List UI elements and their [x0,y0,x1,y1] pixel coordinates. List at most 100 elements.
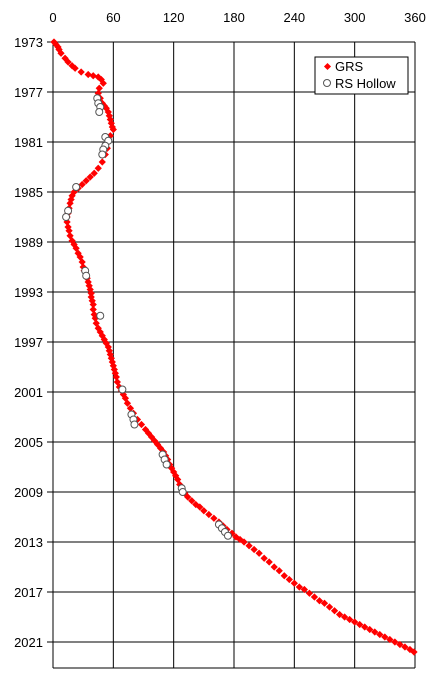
y-tick-label: 2017 [14,585,43,600]
grs-point [300,585,309,594]
rs-hollow-point [130,420,139,429]
x-axis-ticks: 0 60 120 180 240 300 360 [49,10,425,25]
legend: GRS RS Hollow [314,56,409,95]
grs-point [68,62,76,70]
rs-hollow-point [82,271,91,280]
grs-point [401,643,409,651]
grs-point [90,169,98,177]
grs-point [89,72,97,80]
legend-box [314,56,409,95]
grs-point [95,84,103,92]
x-tick-label: 120 [163,10,185,25]
grs-point [351,618,359,626]
series-layer [50,38,418,656]
rs-hollow-point [72,183,81,191]
rs-hollow-point [162,460,171,469]
grs-point [121,394,130,402]
grs-point [290,579,298,587]
grs-point [77,68,85,76]
y-tick-label: 1981 [14,135,43,150]
grs-point [255,549,263,557]
grs-point [346,615,354,624]
legend-item-grs: GRS [323,59,364,74]
grs-point [184,493,192,501]
series-grs [50,38,418,656]
series-rs-hollow [62,94,232,540]
grs-point [99,79,107,87]
grs-point [295,583,303,591]
y-tick-label: 1973 [14,35,43,50]
grs-point [340,613,349,621]
grs-point [250,545,258,554]
legend-item-rs-hollow: RS Hollow [323,76,396,91]
grs-point [94,164,102,172]
y-tick-label: 1993 [14,285,43,300]
grs-point [92,319,100,327]
grs-point [361,623,369,631]
grs-point [410,648,418,656]
y-axis-ticks: 1973 1977 1981 1985 1989 1993 1997 2001 2005 2009… [14,35,43,650]
grs-point [200,507,208,515]
y-tick-label: 2013 [14,535,43,550]
rs-hollow-point [98,150,107,159]
grs-point [137,420,146,429]
grs-point [240,538,248,546]
x-tick-label: 240 [283,10,305,25]
grs-point [113,378,121,386]
grs-point [98,158,106,166]
x-tick-label: 300 [344,10,366,25]
grs-point [381,633,389,641]
legend-rs-hollow-marker [323,79,331,87]
grs-point [71,64,79,72]
grs-point [386,635,394,644]
legend-grs-marker [323,62,332,71]
y-tick-label: 1989 [14,235,43,250]
x-tick-label: 180 [223,10,245,25]
grs-point [89,305,97,314]
rs-hollow-point [95,108,104,116]
grs-point [174,475,182,484]
rs-hollow-point [118,385,127,394]
grs-point [315,597,324,605]
grs-point [305,589,314,597]
grs-point [245,542,253,550]
x-tick-label: 360 [404,10,426,25]
grs-point [188,497,196,505]
rs-hollow-point [96,311,105,320]
grs-point [66,232,74,240]
grs-point [391,638,399,646]
grs-point [82,177,90,185]
grs-point [270,563,278,571]
grs-point [86,173,94,181]
grs-point [285,575,293,584]
rs-hollow-point [223,531,232,540]
grs-point [356,620,364,629]
grs-point [265,558,273,566]
grs-point [330,607,339,615]
grs-point [205,510,213,519]
grs-point [64,58,72,66]
grid [47,41,416,669]
x-tick-label: 0 [49,10,56,25]
grs-point [376,630,384,639]
y-tick-label: 2005 [14,435,43,450]
grs-point [366,625,374,634]
grs-point [280,572,288,580]
grs-point [84,70,92,79]
grs-point [123,399,132,407]
grs-point [320,599,329,607]
grs-point [72,244,80,252]
x-tick-label: 60 [106,10,120,25]
y-tick-label: 2009 [14,485,43,500]
legend-rs-hollow-label: RS Hollow [335,76,396,91]
y-tick-label: 1977 [14,85,43,100]
y-tick-label: 2021 [14,635,43,650]
grs-point [57,49,65,57]
y-tick-label: 1997 [14,335,43,350]
rs-hollow-point [62,213,71,221]
grs-point [371,628,379,636]
grs-point [196,503,204,511]
grs-point [109,125,117,134]
grs-point [78,180,86,189]
